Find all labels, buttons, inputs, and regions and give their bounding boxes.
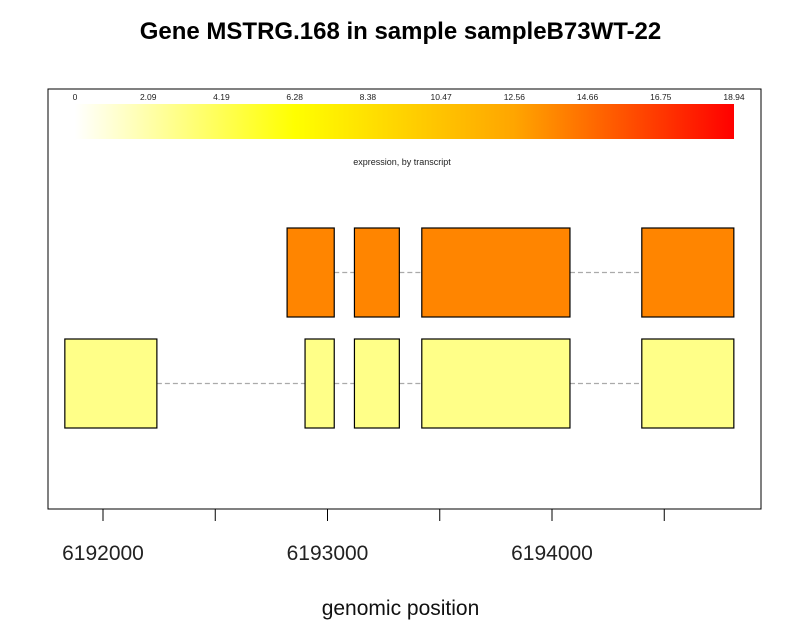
colorbar-tick-label: 4.19: [213, 92, 230, 102]
colorbar-tick-label: 2.09: [140, 92, 157, 102]
colorbar-tick-label: 0: [73, 92, 78, 102]
plot-frame: [47, 88, 762, 510]
x-axis: 6192000 6193000 6194000: [62, 509, 665, 565]
colorbar-label: expression, by transcript: [353, 157, 451, 167]
exon: [304, 338, 335, 429]
colorbar-tick-label: 10.47: [430, 92, 452, 102]
exon: [421, 227, 571, 318]
colorbar-tick-label: 8.38: [360, 92, 377, 102]
transcript: [286, 227, 735, 318]
colorbar-tick-label: 6.28: [286, 92, 303, 102]
exon: [64, 338, 158, 429]
exon: [286, 227, 335, 318]
colorbar-tick-label: 12.56: [504, 92, 526, 102]
x-axis-label: genomic position: [321, 597, 480, 620]
chart-title: Gene MSTRG.168 in sample sampleB73WT-22: [139, 18, 662, 45]
transcripts: [64, 227, 735, 429]
colorbar-tick-label: 18.94: [723, 92, 745, 102]
x-tick-label: 6194000: [511, 542, 593, 565]
exon: [353, 338, 400, 429]
exon: [641, 227, 735, 318]
transcript: [64, 338, 735, 429]
exon: [641, 338, 735, 429]
colorbar: [75, 104, 734, 139]
colorbar-tick-label: 14.66: [577, 92, 599, 102]
x-tick-label: 6192000: [62, 542, 144, 565]
x-tick-label: 6193000: [287, 542, 369, 565]
colorbar-tick-labels: 0 2.09 4.19 6.28 8.38 10.47 12.56 14.66 16.75 18.…: [73, 92, 745, 102]
colorbar-tick-label: 16.75: [650, 92, 672, 102]
exon: [421, 338, 571, 429]
exon: [353, 227, 400, 318]
